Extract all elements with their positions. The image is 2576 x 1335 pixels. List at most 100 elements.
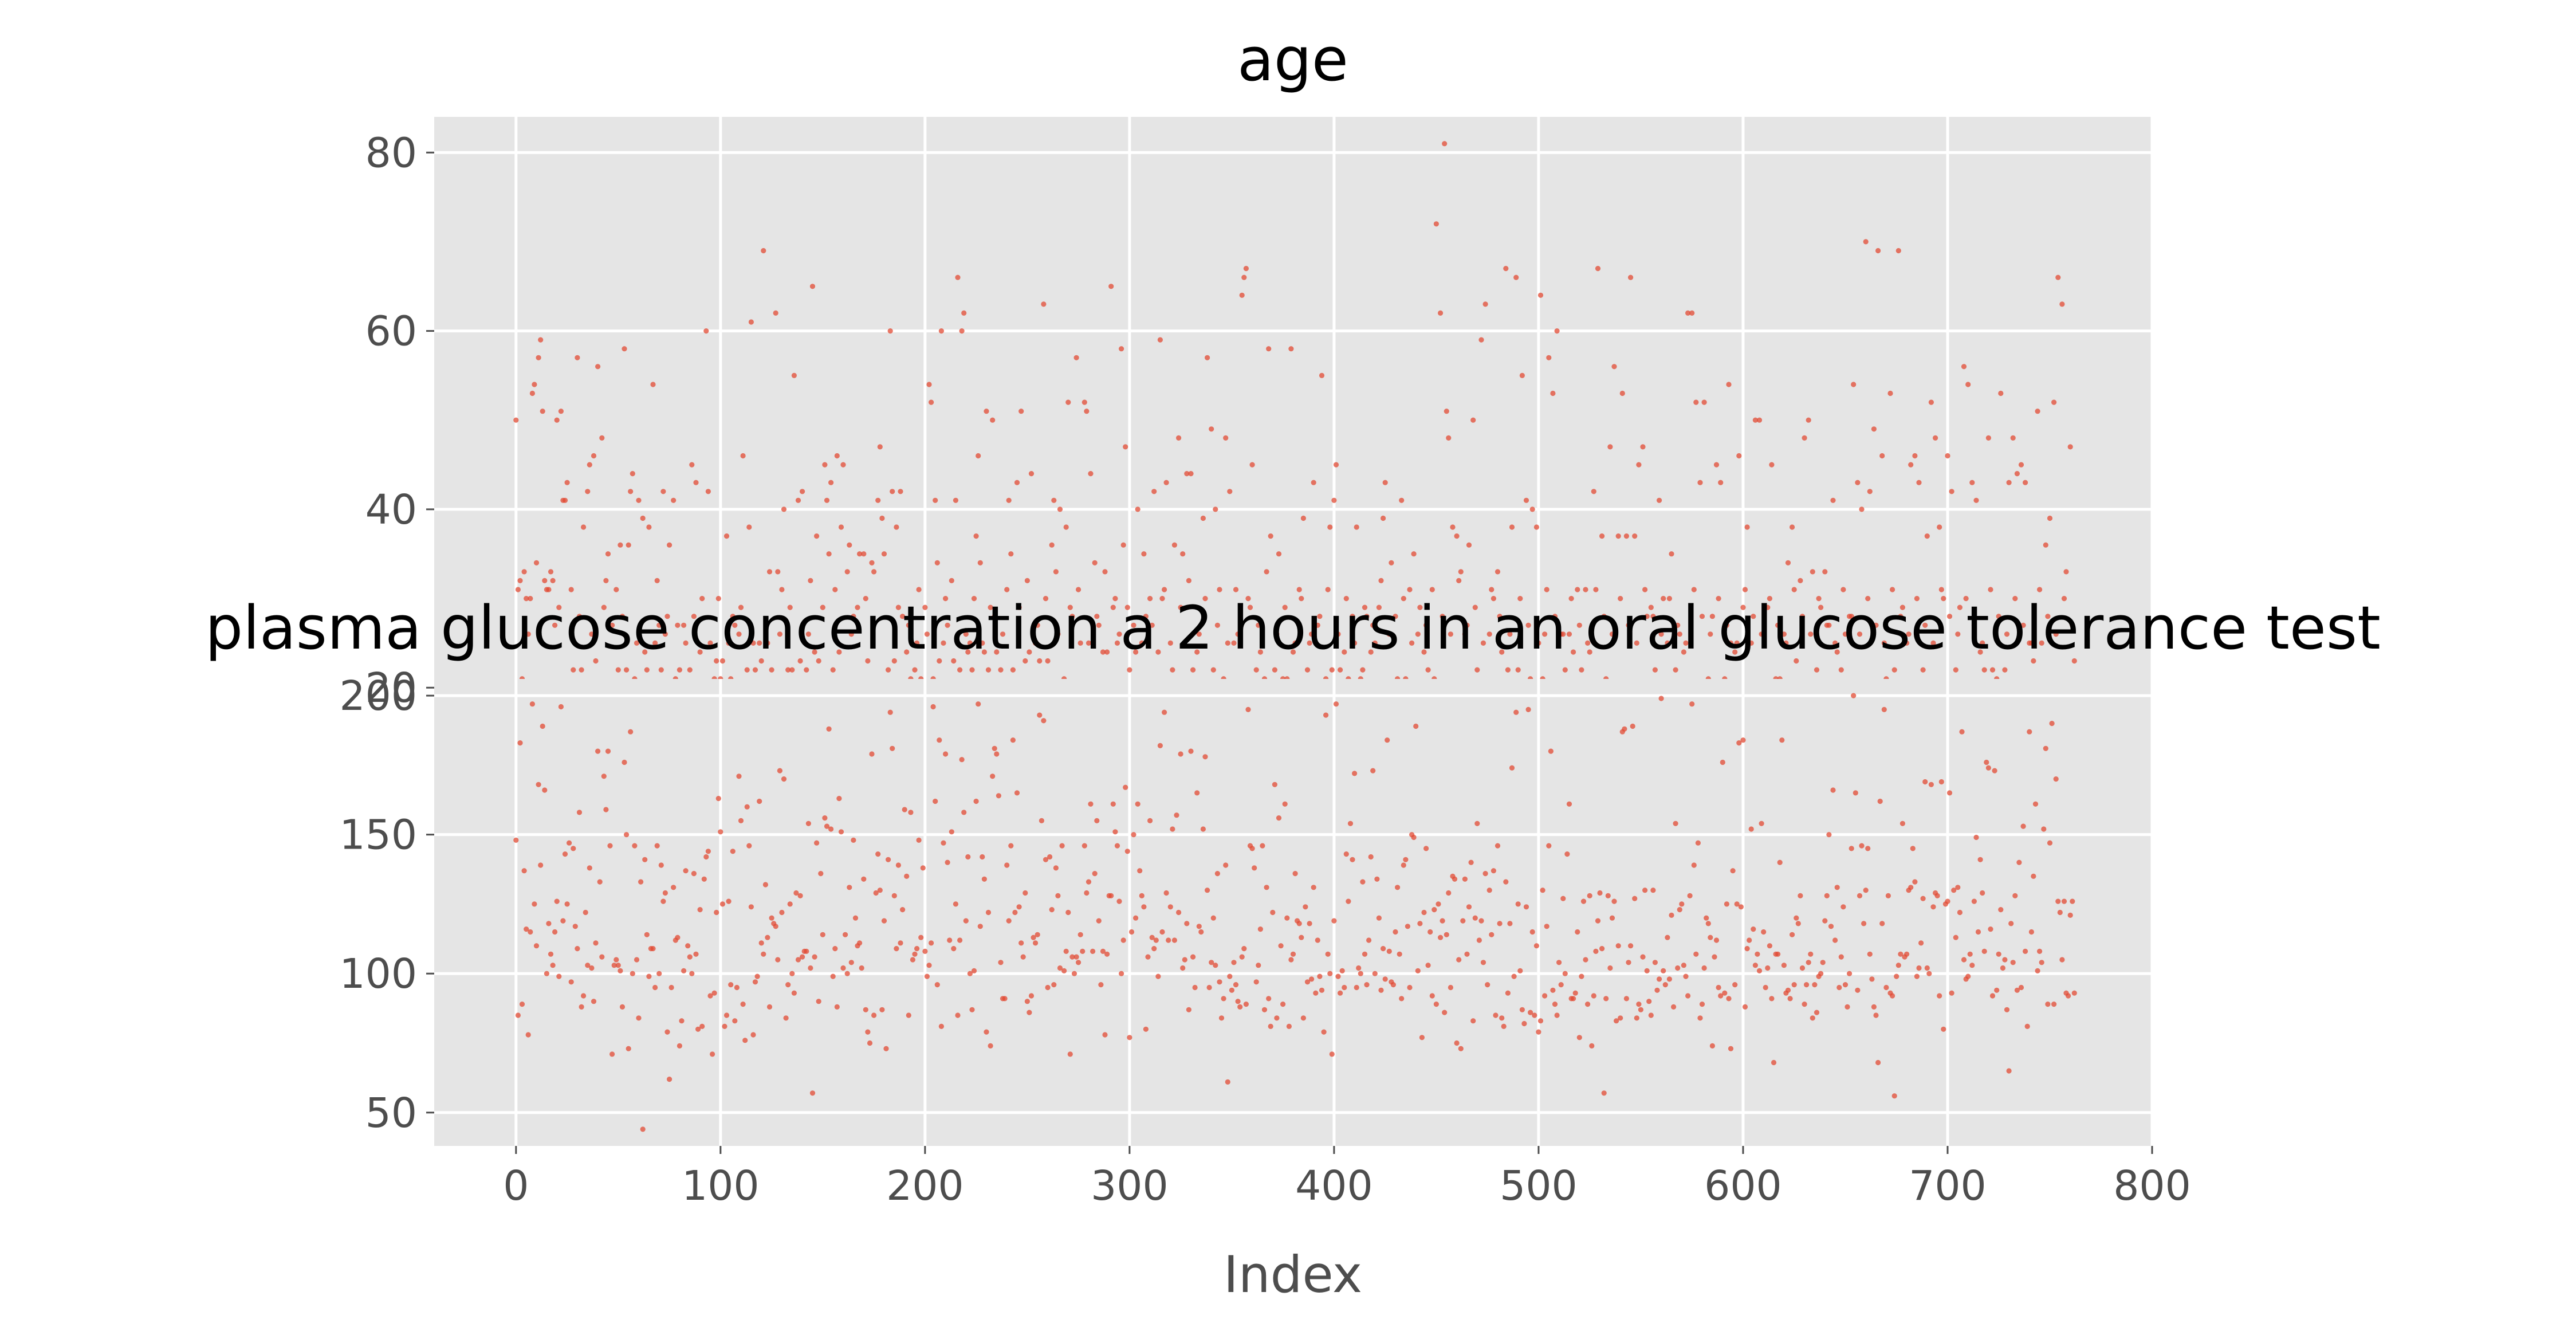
- glucose-data-point: [1875, 1059, 1881, 1066]
- age-data-point: [1675, 622, 1681, 628]
- glucose-data-point: [873, 890, 879, 896]
- glucose-data-point: [1335, 973, 1341, 979]
- age-data-point: [1470, 417, 1476, 423]
- age-data-point: [1008, 551, 1014, 557]
- glucose-data-point: [1965, 973, 1971, 979]
- glucose-data-point: [1556, 960, 1562, 965]
- glucose-data-point: [1601, 1090, 1607, 1096]
- glucose-data-point: [1421, 909, 1427, 916]
- glucose-data-point: [1519, 1007, 1525, 1012]
- glucose-data-point: [591, 999, 597, 1004]
- glucose-data-point: [2024, 1023, 2030, 1029]
- glucose-data-point: [1343, 851, 1349, 857]
- glucose-x-tick-label: 300: [1091, 1162, 1169, 1210]
- glucose-data-point: [754, 973, 760, 979]
- glucose-data-point: [556, 973, 562, 979]
- glucose-data-point: [1985, 765, 1991, 771]
- age-data-point: [1891, 667, 1897, 673]
- age-data-point: [926, 382, 932, 387]
- age-data-point: [1067, 604, 1073, 610]
- age-data-point: [628, 489, 634, 494]
- age-data-point: [1802, 435, 1807, 441]
- age-data-point: [1785, 560, 1791, 566]
- age-data-point: [1184, 471, 1190, 477]
- age-data-point: [1024, 578, 1030, 584]
- age-data-point: [933, 497, 938, 503]
- age-data-point: [748, 319, 754, 325]
- age-data-point: [532, 382, 537, 387]
- glucose-data-point: [1159, 929, 1165, 935]
- glucose-data-point: [1194, 790, 1200, 796]
- glucose-data-point: [809, 1090, 816, 1096]
- glucose-data-point: [1464, 951, 1470, 957]
- glucose-data-point: [1296, 921, 1302, 926]
- age-data-point: [976, 453, 981, 459]
- glucose-data-point: [971, 968, 977, 973]
- glucose-data-point: [1515, 901, 1521, 907]
- glucose-data-point: [728, 982, 734, 988]
- glucose-x-tick-label: 700: [1909, 1162, 1987, 1210]
- age-data-point: [1372, 640, 1378, 646]
- glucose-data-point: [1949, 990, 1954, 996]
- age-data-point: [1503, 266, 1509, 272]
- age-data-point: [1462, 631, 1468, 637]
- age-data-point: [826, 551, 832, 557]
- age-data-point: [1937, 524, 1942, 530]
- glucose-data-point: [1661, 968, 1666, 973]
- glucose-data-point: [1196, 924, 1202, 929]
- glucose-data-point: [1657, 976, 1662, 982]
- glucose-data-point: [1779, 737, 1785, 743]
- age-data-point: [1781, 631, 1787, 637]
- age-data-point: [671, 497, 677, 503]
- age-data-point: [1693, 399, 1699, 405]
- glucose-data-point: [1747, 937, 1752, 943]
- age-data-point: [1325, 587, 1331, 592]
- age-data-point: [805, 631, 811, 637]
- age-data-point: [1433, 221, 1439, 227]
- glucose-data-point: [1133, 915, 1139, 921]
- age-data-point: [765, 640, 770, 646]
- age-data-point: [1180, 551, 1186, 557]
- glucose-data-point: [581, 993, 587, 999]
- age-data-point: [1519, 372, 1525, 379]
- glucose-data-point: [1041, 718, 1047, 724]
- age-data-point: [1088, 471, 1094, 477]
- age-data-point: [1329, 667, 1335, 673]
- age-data-point: [554, 417, 560, 423]
- glucose-data-point: [1499, 1015, 1505, 1021]
- glucose-data-point: [1270, 909, 1276, 916]
- glucose-data-point: [1996, 951, 2001, 957]
- glucose-data-point: [1736, 740, 1742, 746]
- age-data-point: [1955, 631, 1961, 637]
- age-data-point: [816, 658, 821, 664]
- age-data-point: [646, 524, 652, 530]
- age-data-point: [787, 604, 793, 610]
- glucose-data-point: [1689, 701, 1695, 707]
- glucose-data-point: [1315, 937, 1320, 943]
- glucose-data-point: [599, 954, 605, 960]
- age-data-point: [1288, 346, 1294, 352]
- age-data-point: [1765, 604, 1771, 610]
- glucose-data-point: [1838, 954, 1844, 960]
- glucose-data-point: [1478, 918, 1484, 924]
- age-data-point: [1579, 667, 1584, 673]
- glucose-data-point: [714, 909, 719, 916]
- glucose-data-point: [683, 868, 689, 874]
- age-data-point: [1791, 587, 1797, 592]
- age-data-point: [1537, 292, 1544, 298]
- glucose-data-point: [1812, 982, 1818, 988]
- age-data-point: [683, 640, 689, 646]
- glucose-data-point: [1120, 937, 1126, 943]
- glucose-data-point: [1634, 1015, 1639, 1021]
- glucose-data-point: [1503, 879, 1509, 885]
- age-data-point: [1499, 649, 1505, 655]
- glucose-data-point: [1049, 907, 1055, 913]
- glucose-data-point: [1486, 888, 1492, 893]
- glucose-data-point: [910, 957, 915, 963]
- age-data-point: [1875, 248, 1881, 254]
- age-data-point: [1333, 462, 1339, 468]
- age-data-point: [1213, 506, 1218, 512]
- age-data-point: [1732, 649, 1738, 655]
- age-data-point: [1533, 524, 1539, 530]
- glucose-data-point: [890, 745, 895, 751]
